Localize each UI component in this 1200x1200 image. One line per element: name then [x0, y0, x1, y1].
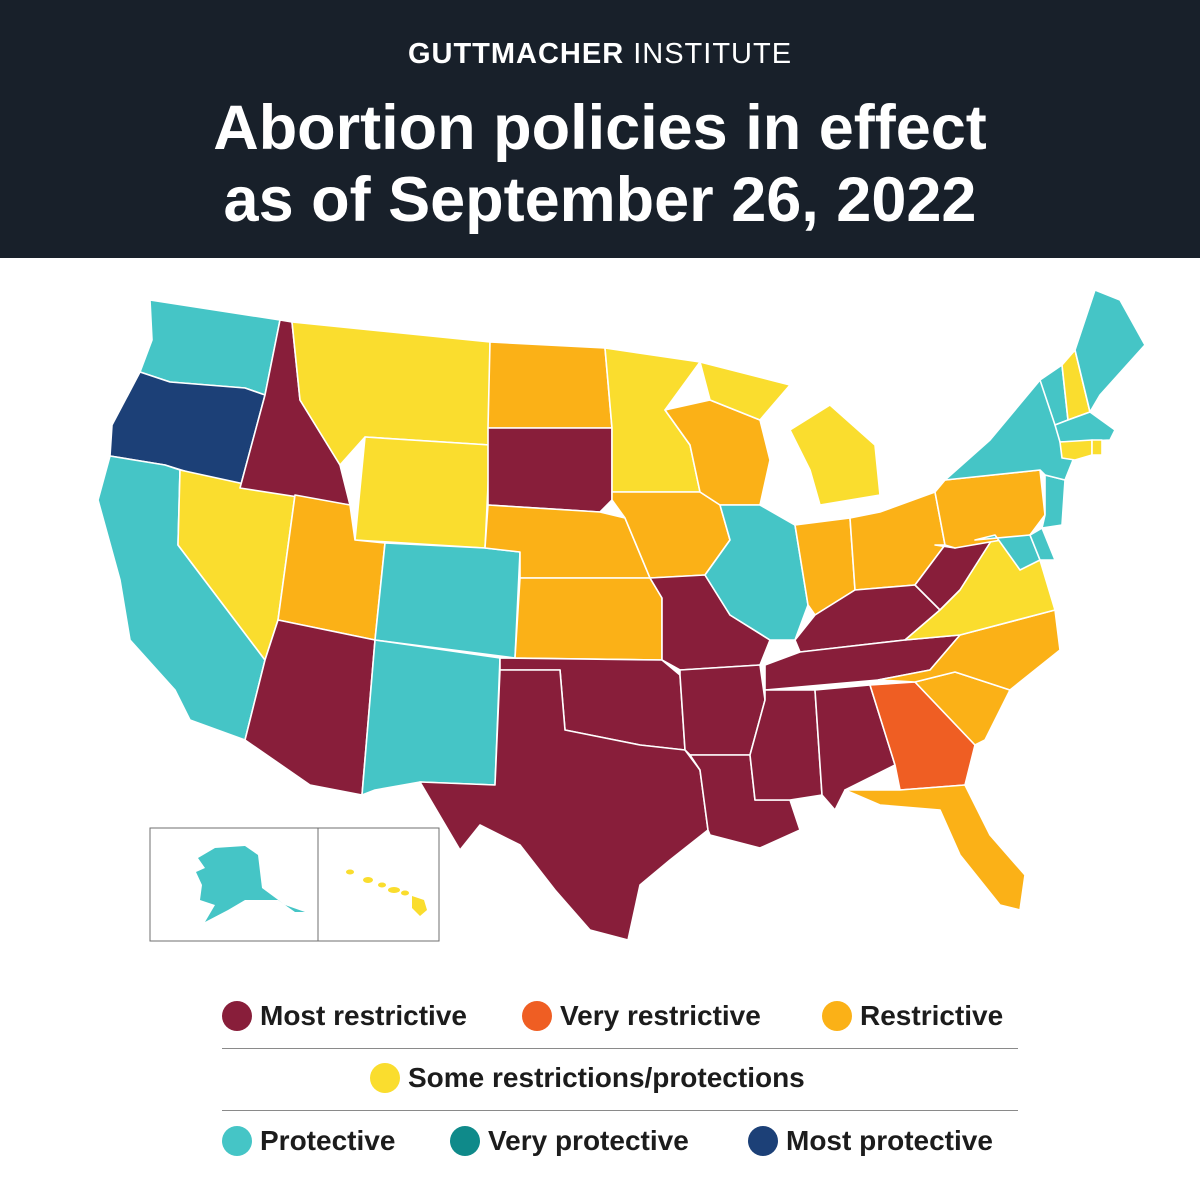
legend-item-restrictive: Restrictive — [822, 1000, 1003, 1032]
legend-row-restrictive: Most restrictive Very restrictive Restri… — [0, 1000, 1200, 1050]
legend-row-some: Some restrictions/protections — [0, 1062, 1200, 1112]
legend-divider — [222, 1048, 1018, 1049]
legend-item-most-protective: Most protective — [748, 1125, 993, 1157]
organization-name: GUTTMACHER INSTITUTE — [0, 38, 1200, 71]
legend-label-very-restrictive: Very restrictive — [560, 1000, 761, 1031]
state-colorado — [374, 542, 521, 659]
header-banner: GUTTMACHER INSTITUTE Abortion policies i… — [0, 0, 1200, 258]
state-hawaii — [346, 869, 427, 916]
legend-item-some: Some restrictions/protections — [370, 1062, 805, 1094]
some-restrictions-swatch — [370, 1063, 400, 1093]
most-restrictive-swatch — [222, 1001, 252, 1031]
inset-maps — [149, 827, 440, 942]
legend-row-protective: Protective Very protective Most protecti… — [0, 1125, 1200, 1175]
very-restrictive-swatch — [522, 1001, 552, 1031]
legend-item-very-restrictive: Very restrictive — [522, 1000, 761, 1032]
state-florida — [844, 784, 1026, 911]
state-arkansas — [679, 664, 766, 756]
legend-label-most-restrictive: Most restrictive — [260, 1000, 467, 1031]
state-south-dakota — [487, 427, 613, 513]
state-new-mexico — [361, 639, 501, 796]
title-line-1: Abortion policies in effect — [213, 93, 987, 163]
state-michigan — [699, 361, 881, 506]
legend-label-restrictive: Restrictive — [860, 1000, 1004, 1031]
state-new-jersey — [1041, 474, 1066, 529]
state-texas — [419, 669, 709, 941]
legend-divider — [222, 1110, 1018, 1111]
state-california — [97, 455, 266, 741]
state-wyoming — [354, 436, 491, 549]
legend-item-very-protective: Very protective — [450, 1125, 689, 1157]
legend-label-some: Some restrictions/protections — [408, 1062, 805, 1093]
legend-item-most-restrictive: Most restrictive — [222, 1000, 467, 1032]
most-protective-swatch — [748, 1126, 778, 1156]
state-maine — [1074, 289, 1146, 413]
state-rhode-island — [1091, 439, 1103, 456]
hawaii-inset-frame — [317, 827, 440, 942]
org-name-bold: GUTTMACHER — [407, 38, 625, 70]
restrictive-swatch — [822, 1001, 852, 1031]
very-protective-swatch — [450, 1126, 480, 1156]
page-title: Abortion policies in effect as of Septem… — [0, 92, 1200, 236]
state-kansas — [514, 577, 663, 661]
state-north-dakota — [487, 341, 613, 429]
org-name-light: INSTITUTE — [633, 38, 793, 70]
legend-label-most-protective: Most protective — [786, 1125, 993, 1156]
state-illinois — [704, 504, 809, 641]
legend-label-very-protective: Very protective — [488, 1125, 689, 1156]
title-line-2: as of September 26, 2022 — [223, 165, 977, 235]
state-maryland — [974, 534, 1041, 571]
state-connecticut — [1059, 439, 1093, 461]
legend-item-protective: Protective — [222, 1125, 395, 1157]
state-delaware — [1029, 527, 1056, 561]
legend-label-protective: Protective — [260, 1125, 396, 1156]
us-map — [97, 289, 1146, 942]
protective-swatch — [222, 1126, 252, 1156]
state-alaska — [196, 846, 305, 922]
